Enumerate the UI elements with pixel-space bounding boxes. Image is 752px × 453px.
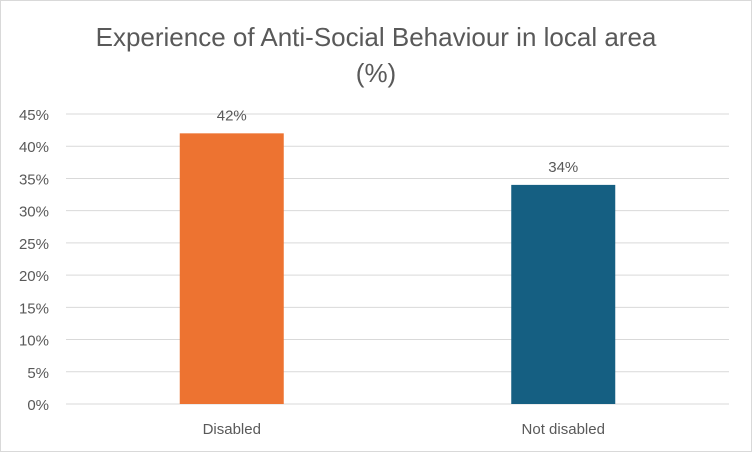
y-tick-label: 15% xyxy=(19,300,49,317)
chart-subtitle: (%) xyxy=(355,58,397,88)
y-tick-label: 5% xyxy=(27,365,49,382)
chart-title-line: Experience of Anti-Social Behaviour in l… xyxy=(95,22,657,52)
y-tick-label: 25% xyxy=(19,236,49,253)
y-tick-label: 10% xyxy=(19,333,49,350)
y-tick-label: 20% xyxy=(19,268,49,285)
data-label: 34% xyxy=(548,159,578,176)
y-tick-label: 30% xyxy=(19,204,49,221)
y-tick-label: 35% xyxy=(19,171,49,188)
y-tick-label: 0% xyxy=(27,397,49,414)
y-tick-label: 45% xyxy=(19,107,49,124)
bar xyxy=(511,184,616,404)
data-label: 42% xyxy=(217,107,247,124)
chart-title: Experience of Anti-Social Behaviour in l… xyxy=(1,19,751,91)
x-tick-label: Disabled xyxy=(203,421,261,438)
bar xyxy=(179,133,284,405)
y-tick-label: 40% xyxy=(19,139,49,156)
x-tick-label: Not disabled xyxy=(522,421,605,438)
